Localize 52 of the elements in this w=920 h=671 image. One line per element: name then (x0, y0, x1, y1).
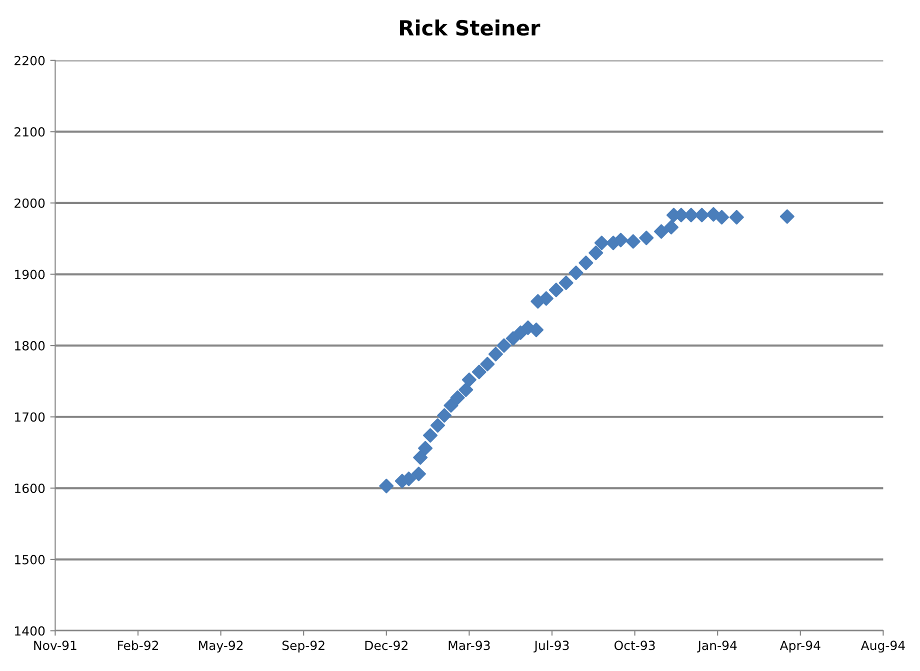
point (568, 266, 584, 280)
y-tick-label: 1700 (15, 412, 45, 422)
point (780, 209, 794, 224)
point (472, 364, 486, 380)
point (488, 346, 503, 362)
x-tick-label: Jul-93 (534, 640, 569, 652)
point (411, 466, 426, 482)
point (694, 208, 710, 222)
point (588, 246, 604, 260)
y-tick-label: 1400 (15, 626, 45, 636)
point (462, 372, 476, 388)
point (626, 234, 640, 249)
point (423, 428, 438, 443)
y-tick-label: 2000 (14, 198, 45, 208)
point (437, 408, 452, 423)
y-tick-label: 2100 (14, 127, 45, 137)
x-tick-label: Mar-93 (448, 640, 490, 650)
y-tick-label: 2200 (14, 56, 45, 66)
x-tick-label: Aug-94 (860, 640, 905, 653)
x-tick-label: Nov-91 (34, 640, 76, 650)
point (558, 276, 574, 290)
y-tick-label: 1500 (15, 554, 45, 564)
point (496, 338, 512, 353)
point (418, 440, 433, 456)
point (594, 236, 609, 250)
point (654, 224, 669, 239)
point (379, 478, 394, 494)
x-tick-label: Oct-93 (614, 640, 655, 650)
x-tick-label: Dec-92 (365, 640, 408, 650)
point (444, 398, 458, 413)
point (430, 418, 446, 433)
point (548, 282, 564, 298)
point (714, 210, 730, 225)
y-tick-label: 1900 (15, 270, 45, 280)
point (729, 210, 744, 225)
point (458, 382, 474, 398)
point (578, 256, 594, 270)
x-tick-label: Sep-92 (282, 640, 324, 653)
point (664, 220, 679, 234)
y-tick-label: 1800 (15, 341, 45, 350)
point (538, 291, 554, 306)
point (413, 450, 428, 465)
point (450, 390, 465, 405)
point (639, 230, 654, 246)
point (480, 356, 495, 372)
x-tick-label: Jan-94 (697, 640, 737, 652)
x-tick-label: May-92 (199, 640, 243, 653)
x-tick-label: Feb-92 (118, 640, 158, 650)
chart-title: Rick Steiner (400, 20, 540, 36)
point (506, 331, 520, 346)
x-tick-label: Apr-94 (780, 640, 820, 653)
y-tick-label: 1600 (15, 484, 45, 494)
